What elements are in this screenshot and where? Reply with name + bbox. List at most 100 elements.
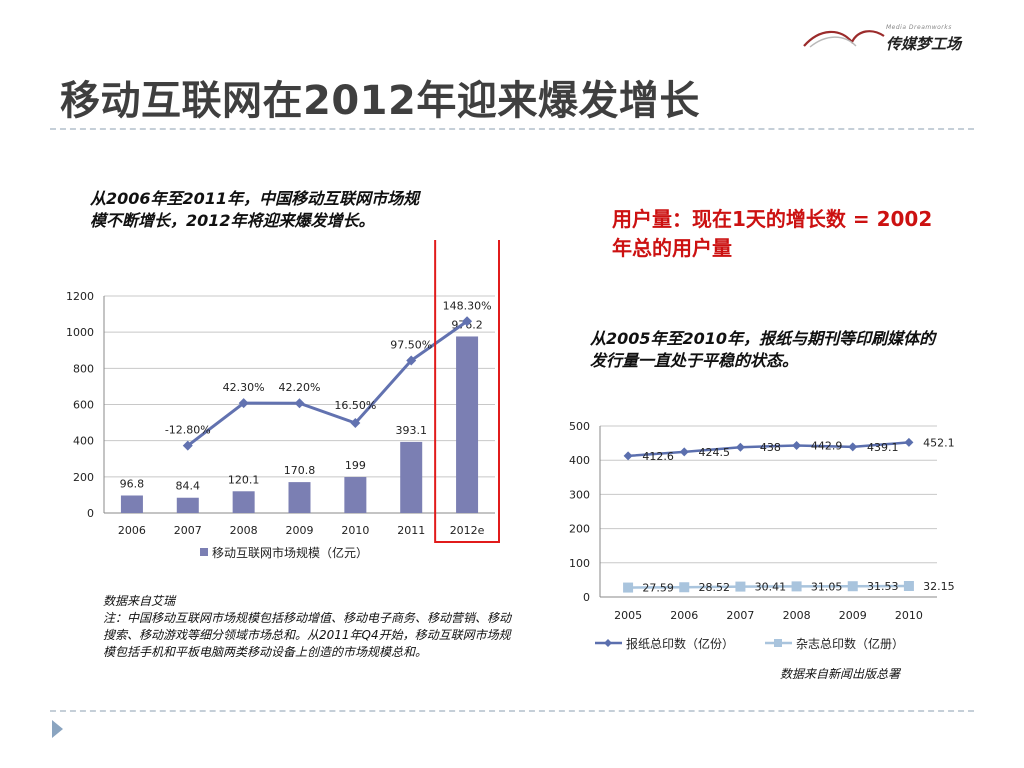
source-remark: 注：中国移动互联网市场规模包括移动增值、移动电子商务、移动营销、移动搜索、移动游…	[103, 611, 512, 659]
bar	[344, 477, 367, 513]
series-data-label: 439.1	[867, 441, 899, 454]
bar	[232, 491, 255, 513]
bar	[456, 336, 479, 513]
legend-label: 移动互联网市场规模（亿元）	[212, 545, 368, 560]
y-tick-label: 800	[73, 362, 94, 375]
footer-divider	[50, 710, 974, 712]
y-tick-label: 400	[73, 435, 94, 448]
x-tick-label: 2010	[341, 524, 369, 537]
series-line	[627, 441, 910, 458]
series-data-label: 438	[760, 441, 781, 454]
bar	[288, 482, 311, 513]
y-tick-label: 100	[569, 557, 590, 570]
source-label: 数据来自艾瑞	[103, 594, 176, 608]
series-data-label: 28.52	[699, 581, 731, 594]
bar	[120, 495, 143, 513]
logo: Media Dreamworks 传媒梦工场	[800, 22, 975, 56]
series-marker	[792, 441, 802, 451]
x-tick-label: 2008	[230, 524, 258, 537]
bar-data-label: 84.4	[176, 480, 201, 493]
x-tick-label: 2007	[174, 524, 202, 537]
y-tick-label: 200	[569, 523, 590, 536]
series-data-label: 442.9	[811, 440, 843, 453]
logo-tagline: Media Dreamworks	[886, 24, 952, 31]
series-data-label: 31.05	[811, 580, 843, 593]
mobile-market-chart: 0 200 400 600 800 1000 1200 96.8 2006 84.4 2007 120…	[66, 240, 500, 560]
series-line	[628, 584, 909, 589]
series-marker	[735, 442, 745, 452]
x-tick-label: 2006	[118, 524, 146, 537]
logo-swoosh-icon	[803, 30, 885, 48]
series-data-label: 412.6	[642, 450, 674, 463]
note-print-stable: 从2005年至2010年，报纸与期刊等印刷媒体的发行量一直处于平稳的状态。	[590, 329, 936, 370]
growth-data-label: 97.50%	[390, 338, 432, 351]
x-tick-label: 2011	[397, 524, 425, 537]
series-marker	[735, 581, 746, 592]
bar-data-label: 393.1	[395, 424, 427, 437]
legend-marker	[604, 639, 612, 647]
y-tick-label: 400	[569, 454, 590, 467]
growth-line	[186, 320, 468, 447]
x-tick-label: 2006	[670, 609, 698, 622]
y-tick-label: 1200	[66, 290, 94, 303]
x-tick-label: 2008	[783, 609, 811, 622]
legend-label: 报纸总印数（亿份）	[626, 636, 734, 651]
logo-name: 传媒梦工场	[886, 35, 962, 53]
series-marker	[848, 442, 858, 452]
growth-data-label: 42.20%	[279, 381, 321, 394]
series-data-label: 32.15	[923, 580, 955, 593]
y-tick-label: 300	[569, 488, 590, 501]
highlight-user-growth: 用户量：现在1天的增长数 = 2002年总的用户量	[612, 207, 933, 260]
x-tick-label: 2010	[895, 609, 923, 622]
x-tick-label: 2009	[286, 524, 314, 537]
bar-data-label: 120.1	[228, 473, 260, 486]
page-title: 移动互联网在2012年迎来爆发增长	[60, 78, 700, 124]
growth-marker	[238, 398, 249, 409]
y-tick-label: 200	[73, 471, 94, 484]
x-tick-label: 2007	[726, 609, 754, 622]
series-data-label: 31.53	[867, 580, 899, 593]
y-tick-label: 600	[73, 399, 94, 412]
legend-marker	[774, 639, 782, 647]
growth-marker	[182, 440, 193, 451]
y-tick-label: 0	[87, 507, 94, 520]
series-marker	[623, 582, 634, 593]
growth-marker	[406, 355, 417, 366]
growth-data-label: 42.30%	[223, 381, 265, 394]
growth-marker	[462, 316, 473, 327]
bar-data-label: 96.8	[120, 477, 145, 490]
series-marker	[679, 582, 690, 593]
growth-data-label: 148.30%	[443, 299, 492, 312]
source-note-right: 数据来自新闻出版总署	[780, 667, 901, 681]
series-marker	[679, 447, 689, 457]
series-marker	[623, 451, 633, 461]
y-tick-label: 1000	[66, 326, 94, 339]
slide-bullet-icon	[52, 720, 63, 738]
y-tick-label: 0	[583, 591, 590, 604]
series-data-label: 424.5	[699, 446, 731, 459]
bar	[400, 441, 423, 513]
y-tick-label: 500	[569, 420, 590, 433]
title-divider	[50, 128, 974, 130]
series-marker	[904, 437, 914, 447]
bar-data-label: 199	[345, 459, 366, 472]
series-data-label: 30.41	[755, 581, 787, 594]
series-marker	[847, 581, 858, 592]
growth-marker	[350, 418, 361, 429]
bar	[176, 497, 199, 513]
legend-label: 杂志总印数（亿册）	[796, 636, 904, 651]
x-tick-label: 2012e	[450, 524, 485, 537]
x-tick-label: 2005	[614, 609, 642, 622]
growth-data-label: -12.80%	[165, 424, 211, 437]
series-marker	[791, 581, 802, 592]
growth-marker	[294, 398, 305, 409]
x-tick-label: 2009	[839, 609, 867, 622]
note-mobile-growth: 从2006年至2011年，中国移动互联网市场规模不断增长，2012年将迎来爆发增…	[90, 189, 420, 230]
bar-data-label: 170.8	[284, 464, 316, 477]
legend-swatch	[200, 548, 208, 556]
growth-data-label: 16.50%	[334, 399, 376, 412]
highlight-box	[434, 240, 500, 543]
series-marker	[903, 581, 914, 592]
series-data-label: 452.1	[923, 436, 955, 449]
series-data-label: 27.59	[642, 582, 674, 595]
